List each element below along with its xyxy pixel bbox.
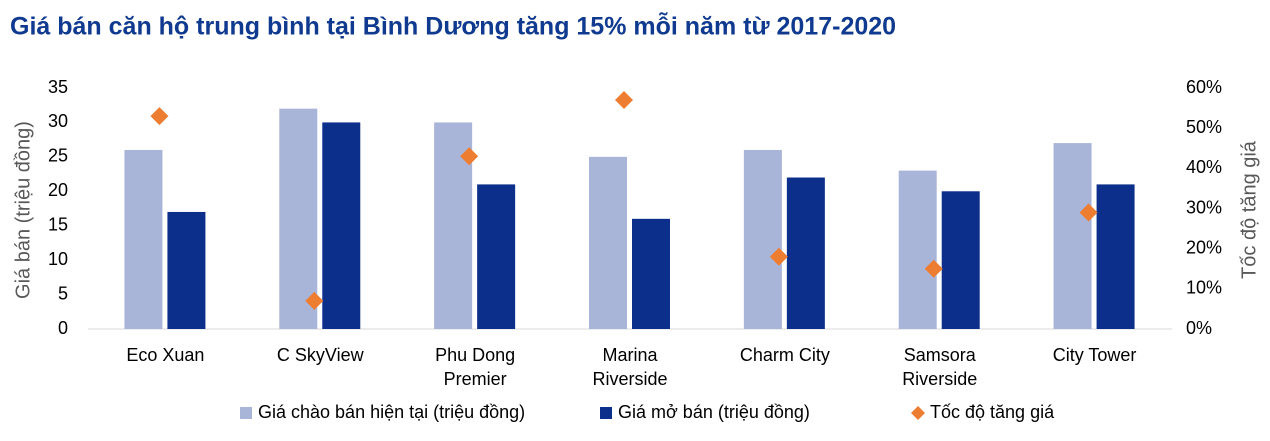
y-axis-title: Giá bán (triệu đồng)	[12, 121, 34, 299]
y-tick-label: 0	[58, 318, 68, 338]
bar	[124, 149, 163, 329]
bar	[1096, 184, 1135, 329]
marker	[150, 107, 169, 126]
y2-tick-label: 50%	[1186, 117, 1222, 137]
y-tick-label: 25	[48, 146, 68, 166]
y2-tick-label: 0%	[1186, 318, 1212, 338]
legend-swatch	[240, 407, 252, 419]
bar	[743, 149, 782, 329]
bar	[167, 211, 206, 329]
bar	[632, 218, 670, 329]
marker	[1079, 203, 1098, 222]
legend-label: Giá mở bán (triệu đồng)	[618, 402, 810, 422]
bar	[1053, 143, 1092, 329]
marker	[305, 291, 324, 310]
x-tick-label: Samsora Riverside	[902, 345, 978, 389]
y2-tick-label: 30%	[1186, 197, 1222, 217]
bar	[786, 177, 825, 329]
y2-tick-label: 60%	[1186, 77, 1222, 97]
y2-tick-label: 10%	[1186, 278, 1222, 298]
bar	[898, 170, 937, 329]
y-tick-label: 5	[58, 283, 68, 303]
y-tick-label: 30	[48, 111, 68, 131]
chart-title: Giá bán căn hộ trung bình tại Bình Dương…	[10, 11, 896, 41]
x-tick-label: Charm City	[739, 345, 830, 365]
legend-swatch	[600, 407, 612, 419]
x-tick-label: City Tower	[1052, 345, 1137, 365]
bar	[477, 184, 516, 329]
x-tick-label: Marina Riverside	[592, 345, 668, 389]
y-tick-label: 15	[48, 214, 68, 234]
y2-tick-label: 20%	[1186, 237, 1222, 257]
x-tick-label: Eco Xuan	[126, 345, 205, 365]
y-tick-label: 35	[48, 77, 68, 97]
legend-swatch	[911, 406, 925, 420]
y-tick-label: 20	[48, 180, 68, 200]
y2-tick-label: 40%	[1186, 157, 1222, 177]
x-tick-label: C SkyView	[276, 345, 364, 365]
marker	[460, 147, 479, 166]
bar	[322, 122, 361, 329]
bar	[279, 108, 318, 330]
bar	[941, 191, 980, 329]
marker	[924, 259, 943, 278]
x-tick-label: Phu Dong Premier	[435, 345, 516, 389]
y2-axis-title: Tốc độ tăng giá	[1238, 140, 1260, 279]
y-tick-label: 10	[48, 249, 68, 269]
marker	[615, 91, 633, 110]
marker	[769, 247, 788, 266]
legend-label: Giá chào bán hiện tại (triệu đồng)	[258, 402, 525, 422]
legend-label: Tốc độ tăng giá	[930, 402, 1055, 422]
bar	[589, 156, 627, 329]
